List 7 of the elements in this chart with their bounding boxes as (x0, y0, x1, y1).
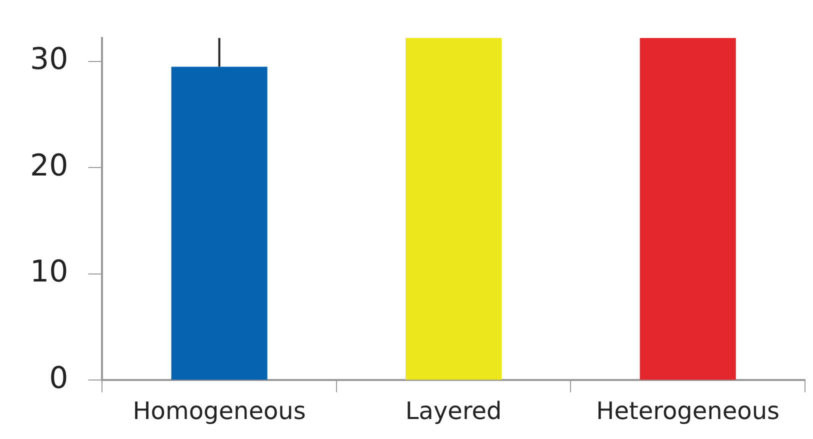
y-tick-label: 0 (49, 360, 68, 396)
y-tick-label: 30 (30, 42, 68, 78)
x-tick-label: Homogeneous (132, 396, 306, 425)
x-tick-label: Layered (405, 396, 502, 425)
y-tick-label: 20 (30, 148, 68, 184)
x-tick-label: Heterogeneous (596, 396, 780, 425)
y-tick-label: 10 (30, 254, 68, 290)
